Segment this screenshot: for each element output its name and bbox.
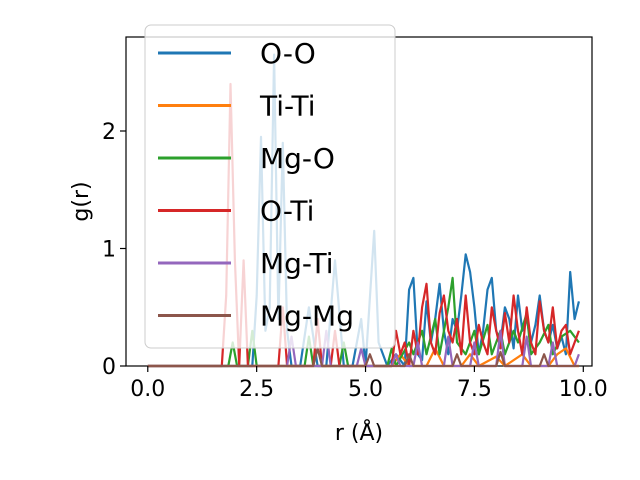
legend-label-o-ti: O-Ti [260,195,314,228]
series-line-mg-mg [147,347,579,368]
x-tick-label: 2.5 [239,377,274,402]
y-tick-label: 1 [102,238,116,263]
legend-label-o-o: O-O [260,37,316,70]
y-axis: 0 1 2 [102,120,126,380]
x-tick-label: 5.0 [348,377,383,402]
x-axis: 0.0 2.5 5.0 7.5 10.0 [130,366,608,402]
legend-label-ti-ti: Ti-Ti [259,90,316,123]
x-tick-label: 10.0 [559,377,608,402]
x-axis-label: r (Å) [335,419,383,446]
x-tick-label: 7.5 [457,377,492,402]
y-tick-label: 2 [102,120,116,145]
x-tick-label: 0.0 [130,377,165,402]
y-tick-label: 0 [102,355,116,380]
legend-label-mg-o: Mg-O [260,142,335,175]
legend: O-O Ti-Ti Mg-O O-Ti Mg-Ti Mg-Mg [144,24,396,349]
legend-label-mg-ti: Mg-Ti [260,247,334,280]
y-axis-label: g(r) [69,181,94,221]
legend-label-mg-mg: Mg-Mg [260,300,354,333]
